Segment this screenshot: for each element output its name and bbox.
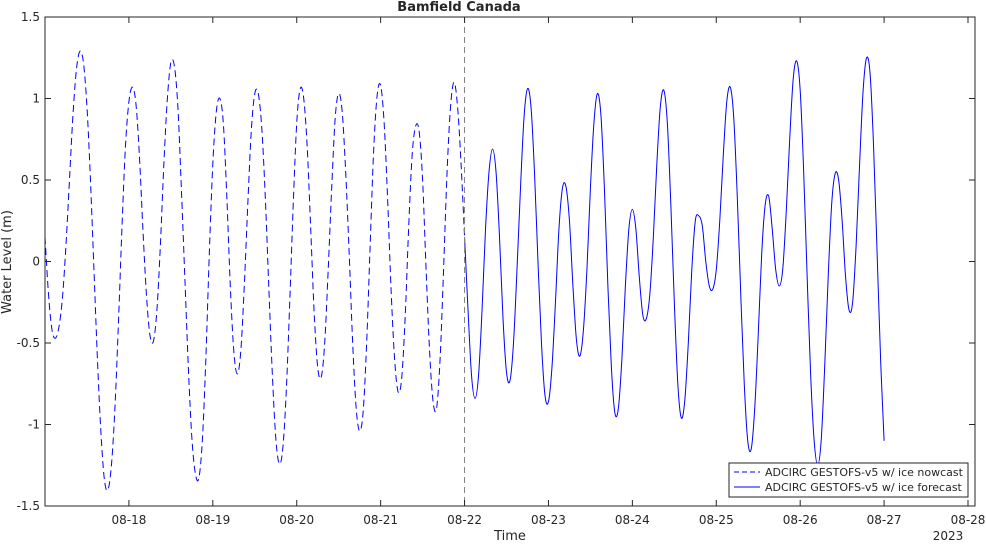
x-tick-label: 08-22	[447, 513, 482, 527]
y-axis-label: Water Level (m)	[0, 210, 15, 314]
y-tick-label: 0	[32, 255, 40, 269]
series-forecast-line	[464, 56, 885, 466]
plot-area	[45, 17, 975, 506]
x-year-label: 2023	[933, 529, 964, 541]
y-tick-label: -1	[28, 418, 40, 432]
x-tick-label: 08-19	[195, 513, 230, 527]
y-tick-label: -0.5	[17, 336, 40, 350]
x-tick-label: 08-27	[867, 513, 902, 527]
y-tick-label: 1.5	[21, 10, 40, 24]
x-axis-label: Time	[493, 529, 526, 541]
y-tick-label: -1.5	[17, 499, 40, 513]
x-tick-label: 08-28	[951, 513, 986, 527]
legend-label-forecast: ADCIRC GESTOFS-v5 w/ ice forecast	[765, 481, 963, 494]
chart-title: Bamfield Canada	[397, 0, 520, 15]
x-tick-label: 08-21	[363, 513, 398, 527]
series-layer	[44, 50, 885, 492]
series-nowcast-line	[44, 50, 466, 492]
legend-label-nowcast: ADCIRC GESTOFS-v5 w/ ice nowcast	[765, 466, 964, 479]
x-tick-label: 08-24	[615, 513, 650, 527]
x-axis: 08-18 08-19 08-20 08-21 08-22 08-23 08-24 08-25…	[111, 17, 985, 527]
y-tick-label: 1	[32, 92, 40, 106]
legend: ADCIRC GESTOFS-v5 w/ ice nowcast ADCIRC …	[728, 462, 969, 498]
y-axis: -1.5 -1 -0.5 0 0.5 1 1.5	[17, 10, 975, 513]
y-tick-label: 0.5	[21, 173, 40, 187]
legend-box	[728, 462, 969, 498]
x-tick-label: 08-25	[699, 513, 734, 527]
x-tick-label: 08-20	[279, 513, 314, 527]
x-tick-label: 08-26	[783, 513, 818, 527]
x-tick-label: 08-18	[111, 513, 146, 527]
x-tick-label: 08-23	[531, 513, 566, 527]
